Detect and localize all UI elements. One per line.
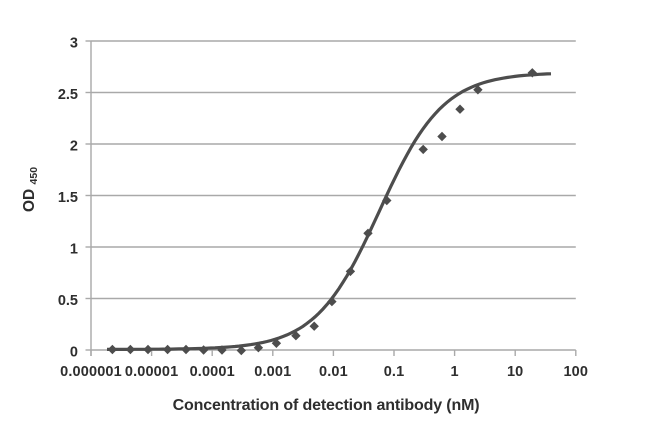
svg-text:3: 3: [70, 36, 78, 52]
svg-text:1.5: 1.5: [58, 190, 78, 206]
svg-text:0.000001: 0.000001: [60, 364, 122, 380]
svg-text:100: 100: [563, 364, 588, 380]
svg-text:0.01: 0.01: [319, 364, 348, 380]
svg-text:1: 1: [70, 242, 78, 258]
svg-text:1: 1: [450, 364, 458, 380]
svg-text:0.00001: 0.00001: [125, 364, 178, 380]
svg-text:0.1: 0.1: [384, 364, 405, 380]
svg-text:0.001: 0.001: [254, 364, 291, 380]
svg-text:Concentration of detection ant: Concentration of detection antibody (nM): [173, 397, 480, 414]
svg-text:0.5: 0.5: [58, 293, 78, 309]
svg-text:2.5: 2.5: [58, 87, 78, 103]
svg-text:2: 2: [70, 139, 78, 155]
svg-text:0.0001: 0.0001: [190, 364, 235, 380]
svg-text:10: 10: [507, 364, 523, 380]
svg-text:0: 0: [70, 345, 78, 361]
